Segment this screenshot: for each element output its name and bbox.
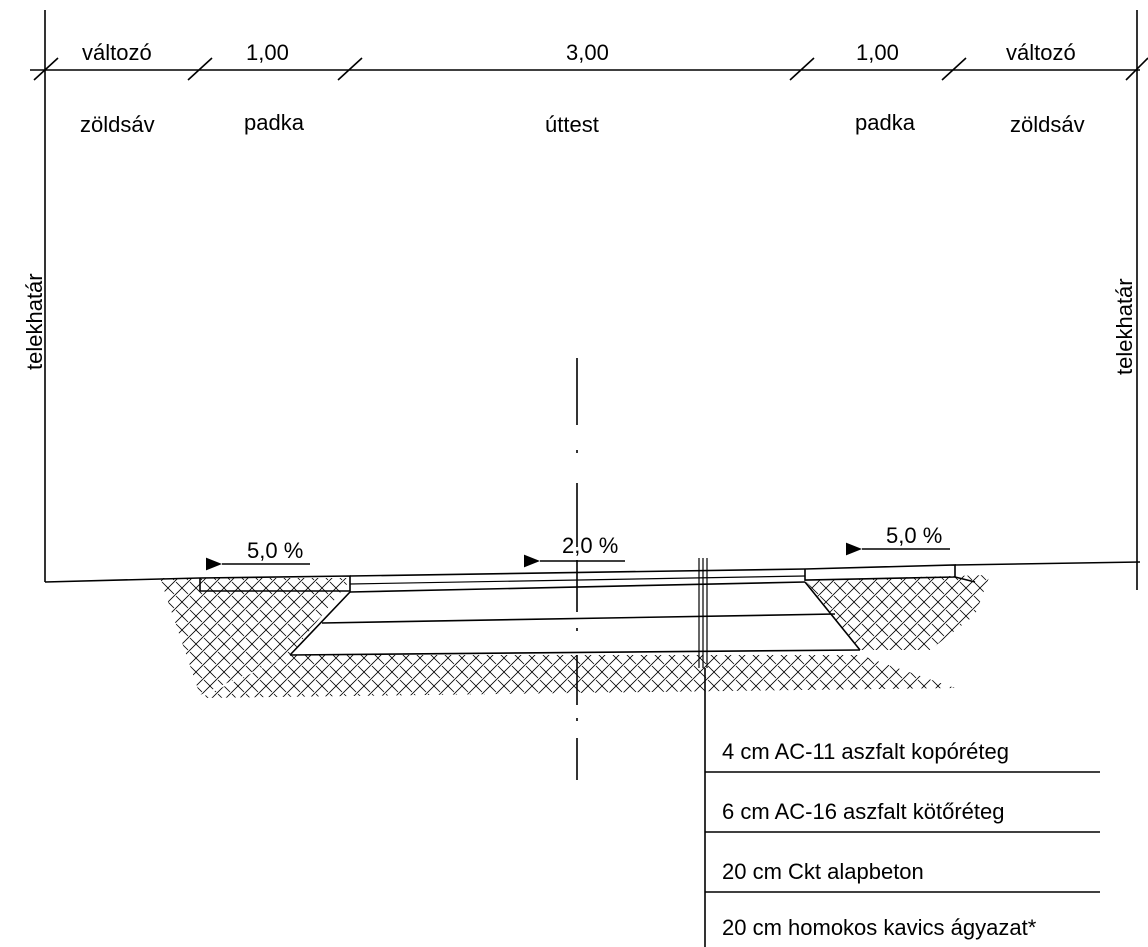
slope-center: 2,0 % bbox=[562, 533, 618, 558]
dim-left-shoulder: 1,00 bbox=[246, 40, 289, 65]
layer-1: 4 cm AC-11 aszfalt kopóréteg bbox=[722, 739, 1009, 764]
slope-right: 5,0 % bbox=[886, 523, 942, 548]
layer-3: 20 cm Ckt alapbeton bbox=[722, 859, 924, 884]
zone-left-green: zöldsáv bbox=[80, 112, 155, 137]
pavement-layers bbox=[289, 568, 976, 656]
zone-left-shoulder: padka bbox=[244, 110, 305, 135]
boundary-left-label: telekhatár bbox=[22, 273, 47, 370]
dim-left-green: változó bbox=[82, 40, 152, 65]
zone-right-green: zöldsáv bbox=[1010, 112, 1085, 137]
dim-right-shoulder: 1,00 bbox=[856, 40, 899, 65]
zone-carriageway: úttest bbox=[545, 112, 599, 137]
dim-right-green: változó bbox=[1006, 40, 1076, 65]
slope-left: 5,0 % bbox=[247, 538, 303, 563]
layer-2: 6 cm AC-16 aszfalt kötőréteg bbox=[722, 799, 1004, 824]
soil-hatching bbox=[160, 575, 990, 698]
layer-4: 20 cm homokos kavics ágyazat* bbox=[722, 915, 1037, 940]
layer-leader bbox=[698, 558, 1100, 947]
terrain-line bbox=[44, 561, 1141, 583]
left-shoulder-shape bbox=[199, 575, 351, 592]
zone-right-shoulder: padka bbox=[855, 110, 916, 135]
dim-carriageway: 3,00 bbox=[566, 40, 609, 65]
right-shoulder-shape bbox=[804, 564, 956, 581]
dimension-line bbox=[30, 57, 1148, 81]
boundary-right-label: telekhatár bbox=[1112, 278, 1137, 375]
